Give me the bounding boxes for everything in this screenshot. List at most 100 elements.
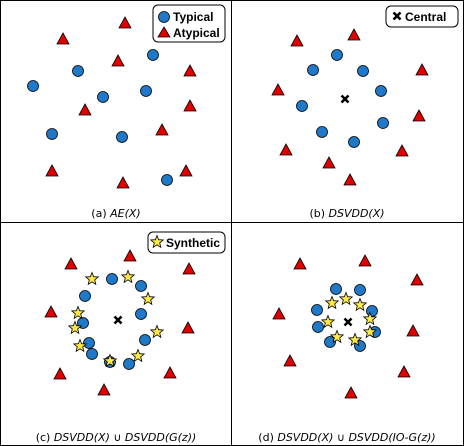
caption-a-prefix: (a) bbox=[91, 207, 110, 220]
atypical-point bbox=[271, 83, 285, 96]
atypical-point bbox=[397, 365, 411, 378]
typical-point bbox=[316, 126, 328, 138]
atypical-point bbox=[182, 262, 196, 275]
synthetic-point bbox=[338, 291, 354, 306]
legend-box bbox=[385, 5, 459, 28]
legend-panel-a: Typical Atypical bbox=[152, 4, 226, 43]
typical-point bbox=[123, 358, 135, 370]
typical-point bbox=[375, 85, 387, 97]
atypical-point bbox=[179, 164, 193, 177]
typical-point bbox=[324, 336, 336, 348]
legend-panel-b: Central bbox=[385, 5, 459, 28]
caption-c: (c) DSVDD(X) ∪ DSVDD(G(z)) bbox=[36, 431, 197, 444]
typical-point bbox=[348, 136, 360, 148]
atypical-point bbox=[347, 28, 361, 41]
caption-d: (d) DSVDD(X) ∪ DSVDD(IO-G(z)) bbox=[258, 431, 435, 444]
atypical-point bbox=[111, 54, 125, 67]
atypical-point bbox=[183, 99, 197, 112]
typical-point bbox=[296, 100, 308, 112]
caption-a-math: AE(X) bbox=[109, 207, 141, 220]
atypical-point bbox=[283, 354, 297, 367]
caption-c-math: DSVDD(X) ∪ DSVDD(G(z)) bbox=[54, 431, 196, 444]
synthetic-point bbox=[70, 305, 86, 320]
synthetic-point bbox=[320, 314, 336, 329]
atypical-point bbox=[155, 123, 169, 136]
caption-a: (a) AE(X) bbox=[91, 207, 140, 220]
caption-d-prefix: (d) bbox=[258, 431, 277, 444]
typical-point bbox=[312, 321, 324, 333]
typical-point bbox=[354, 284, 366, 296]
caption-b: (b) DSVDD(X) bbox=[309, 207, 384, 220]
atypical-point bbox=[358, 254, 372, 267]
typical-point bbox=[116, 131, 128, 143]
synthetic-point bbox=[352, 297, 368, 312]
atypical-point bbox=[116, 176, 130, 189]
synthetic-point bbox=[347, 332, 363, 347]
atypical-point bbox=[410, 273, 424, 286]
central-point bbox=[113, 315, 123, 325]
atypical-point bbox=[322, 156, 336, 169]
synthetic-star-icon bbox=[149, 234, 165, 249]
typical-point bbox=[147, 49, 159, 61]
atypical-point bbox=[344, 386, 358, 399]
atypical-point bbox=[118, 16, 132, 29]
atypical-point bbox=[181, 321, 195, 334]
atypical-point bbox=[415, 63, 429, 76]
legend-label-central: Central bbox=[405, 10, 446, 24]
atypical-point bbox=[56, 32, 70, 45]
typical-point bbox=[307, 64, 319, 76]
typical-point bbox=[135, 308, 147, 320]
synthetic-point bbox=[72, 338, 88, 353]
typical-point bbox=[140, 85, 152, 97]
synthetic-point bbox=[362, 311, 378, 326]
atypical-point bbox=[64, 257, 78, 270]
typical-point bbox=[331, 49, 343, 61]
central-point bbox=[340, 94, 350, 104]
caption-c-prefix: (c) bbox=[36, 431, 54, 444]
atypical-point bbox=[163, 366, 177, 379]
typical-point bbox=[139, 334, 151, 346]
typical-point bbox=[106, 273, 118, 285]
atypical-point bbox=[293, 257, 307, 270]
atypical-point bbox=[343, 173, 357, 186]
typical-point bbox=[46, 128, 58, 140]
typical-point bbox=[377, 117, 389, 129]
synthetic-point bbox=[84, 271, 100, 286]
atypical-point bbox=[272, 307, 286, 320]
atypical-point bbox=[45, 164, 59, 177]
legend-label-atypical: Atypical bbox=[173, 26, 220, 40]
synthetic-point bbox=[102, 353, 118, 368]
typical-point bbox=[72, 65, 84, 77]
synthetic-point bbox=[324, 295, 340, 310]
typical-point bbox=[161, 174, 173, 186]
synthetic-point bbox=[120, 269, 136, 284]
synthetic-point bbox=[140, 291, 156, 306]
central-cross-icon bbox=[392, 11, 402, 21]
atypical-point bbox=[395, 144, 409, 157]
markers-layer bbox=[27, 16, 429, 399]
typical-point bbox=[86, 348, 98, 360]
synthetic-point bbox=[130, 348, 146, 363]
legend-box bbox=[147, 231, 226, 254]
legend-label-synthetic: Synthetic bbox=[166, 236, 220, 250]
typical-point bbox=[135, 280, 147, 292]
typical-point bbox=[311, 304, 323, 316]
atypical-triangle-icon bbox=[157, 26, 171, 38]
atypical-point bbox=[183, 64, 197, 77]
synthetic-point bbox=[329, 329, 345, 344]
atypical-point bbox=[279, 143, 293, 156]
typical-point bbox=[79, 290, 91, 302]
atypical-point bbox=[412, 109, 426, 122]
atypical-point bbox=[290, 34, 304, 47]
typical-circle-icon bbox=[158, 11, 170, 23]
atypical-point bbox=[123, 249, 137, 262]
typical-point bbox=[97, 91, 109, 103]
atypical-point bbox=[406, 324, 420, 337]
legend-panel-c: Synthetic bbox=[147, 231, 226, 254]
atypical-point bbox=[97, 383, 111, 396]
atypical-point bbox=[78, 103, 92, 116]
typical-point bbox=[27, 80, 39, 92]
typical-point bbox=[366, 305, 378, 317]
atypical-point bbox=[44, 305, 58, 318]
